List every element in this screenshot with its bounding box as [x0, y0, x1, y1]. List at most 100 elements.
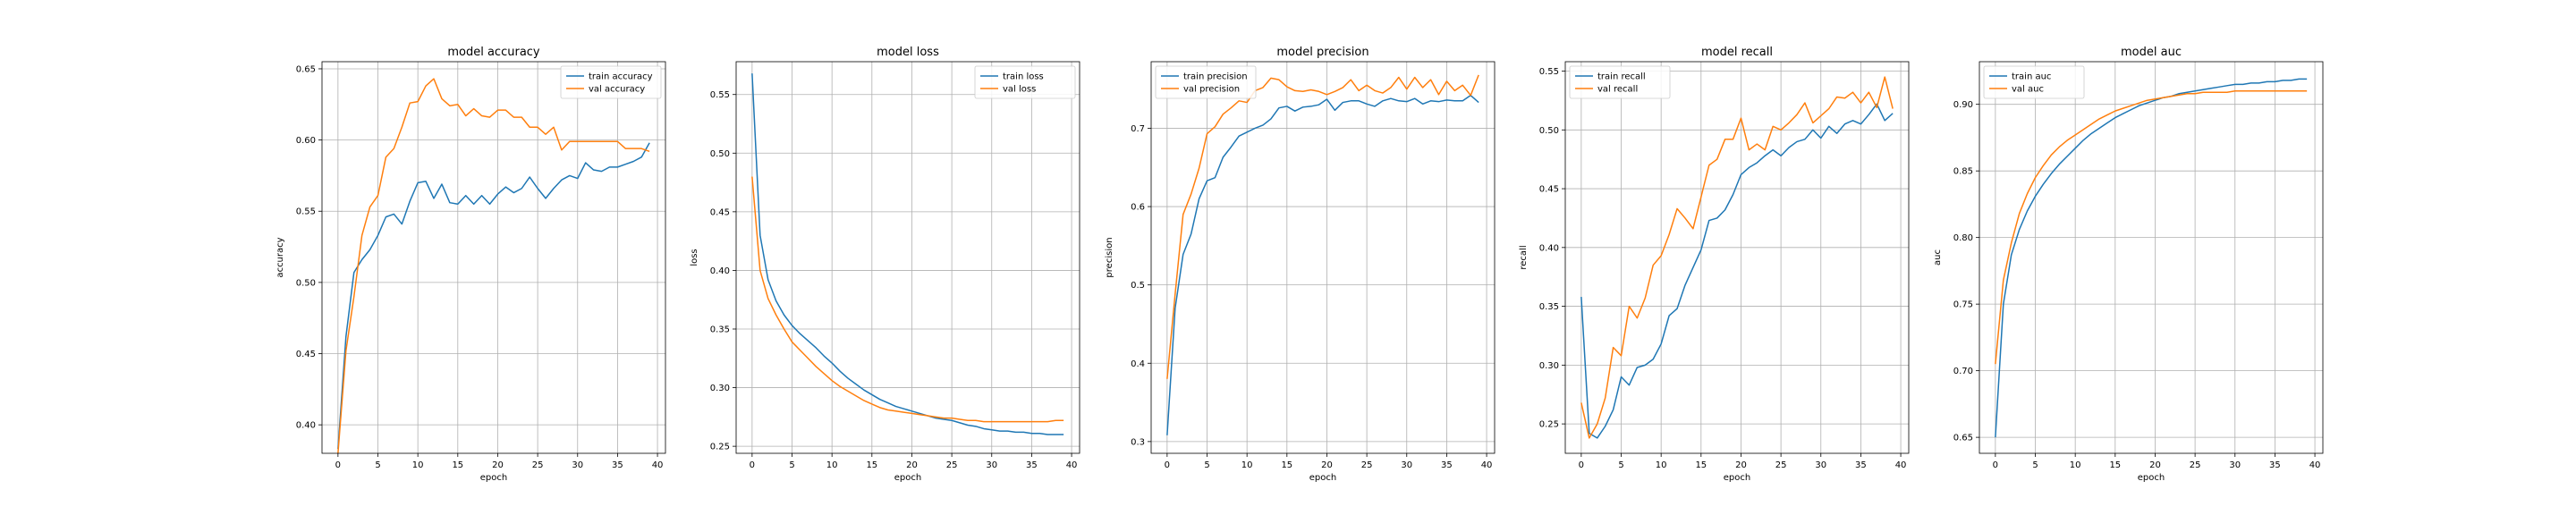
x-tick-label: 40 [652, 460, 664, 470]
x-tick-label: 15 [1281, 460, 1292, 470]
x-tick-label: 15 [866, 460, 877, 470]
series-line [1166, 94, 1479, 435]
x-axis-label: epoch [480, 473, 507, 483]
legend-label: train precision [1183, 72, 1248, 82]
x-tick-label: 20 [906, 460, 918, 470]
x-tick-label: 30 [2229, 460, 2241, 470]
y-tick-label: 0.25 [1539, 420, 1559, 430]
chart-title: model recall [1701, 46, 1773, 59]
x-tick-label: 5 [789, 460, 794, 470]
x-tick-label: 10 [412, 460, 424, 470]
y-tick-label: 0.30 [1539, 361, 1559, 371]
x-tick-label: 30 [986, 460, 997, 470]
legend-box [1569, 65, 1671, 99]
legend: train precision val precision [1155, 65, 1257, 99]
y-tick-label: 0.4 [1131, 359, 1145, 369]
x-tick-label: 10 [1241, 460, 1253, 470]
y-tick-label: 0.80 [1953, 233, 1973, 243]
x-tick-label: 10 [1656, 460, 1667, 470]
y-axis-label: precision [1105, 237, 1114, 277]
x-tick-label: 0 [1579, 460, 1584, 470]
series-line [1166, 74, 1479, 379]
plot-area [322, 62, 665, 453]
legend-label: val auc [2012, 85, 2044, 95]
x-tick-label: 25 [532, 460, 544, 470]
x-tick-label: 20 [1735, 460, 1747, 470]
y-axis-label: recall [1519, 245, 1529, 269]
y-tick-label: 0.7 [1131, 124, 1145, 134]
y-axis-label: accuracy [275, 237, 285, 277]
y-tick-label: 0.45 [1539, 185, 1559, 195]
y-tick-label: 0.50 [710, 149, 730, 159]
plot-area [1979, 62, 2323, 453]
legend-label: val recall [1597, 85, 1638, 95]
y-tick-label: 0.55 [296, 207, 316, 217]
y-tick-label: 0.70 [1953, 367, 1973, 376]
x-tick-label: 5 [375, 460, 380, 470]
y-tick-label: 0.55 [710, 90, 730, 100]
x-tick-label: 35 [1026, 460, 1038, 470]
y-tick-label: 0.3 [1131, 437, 1145, 447]
x-tick-label: 40 [1895, 460, 1907, 470]
chart-title: model accuracy [447, 46, 540, 59]
legend-box [1983, 65, 2085, 99]
x-axis-label: epoch [2138, 473, 2165, 483]
x-tick-label: 20 [1321, 460, 1333, 470]
x-tick-label: 20 [2149, 460, 2161, 470]
legend-label: train auc [2012, 72, 2051, 82]
x-tick-label: 25 [946, 460, 958, 470]
series-line [1580, 76, 1894, 439]
y-axis-label: auc [1933, 249, 1943, 266]
x-tick-label: 0 [1993, 460, 1998, 470]
y-tick-label: 0.30 [710, 384, 730, 393]
y-tick-label: 0.65 [296, 64, 316, 74]
y-tick-label: 0.40 [710, 266, 730, 276]
x-tick-label: 10 [826, 460, 838, 470]
y-tick-label: 0.50 [1539, 126, 1559, 136]
chart-panel: 0 5 10 15 20 25 30 35 40 0.25 0.30 0.35 0.40 0.45 0.50… [690, 46, 1080, 483]
legend: train auc val auc [1983, 65, 2085, 99]
x-tick-label: 25 [2190, 460, 2201, 470]
plot-frame [735, 61, 1080, 454]
legend-label: train accuracy [589, 72, 653, 82]
x-tick-label: 0 [1165, 460, 1170, 470]
x-tick-label: 0 [335, 460, 341, 470]
y-tick-label: 0.90 [1953, 100, 1973, 110]
y-tick-label: 0.6 [1131, 203, 1145, 213]
y-tick-label: 0.60 [296, 136, 316, 146]
series-line [1580, 103, 1894, 439]
x-axis-label: epoch [1724, 473, 1750, 483]
y-tick-label: 0.45 [710, 207, 730, 217]
legend-box [974, 65, 1076, 99]
series-line [1995, 90, 2308, 365]
x-tick-label: 35 [1855, 460, 1867, 470]
y-tick-label: 0.45 [296, 350, 316, 359]
legend: train recall val recall [1569, 65, 1671, 99]
legend-label: val accuracy [589, 85, 645, 95]
legend: train accuracy val accuracy [560, 65, 662, 99]
x-tick-label: 5 [1204, 460, 1209, 470]
legend-label: train recall [1597, 72, 1646, 82]
chart-panel: 0 5 10 15 20 25 30 35 40 0.25 0.30 0.35 0.40 0.45 0.50… [1519, 46, 1910, 483]
plot-area [736, 62, 1080, 453]
x-tick-label: 15 [2109, 460, 2121, 470]
x-tick-label: 40 [1481, 460, 1493, 470]
x-tick-label: 0 [750, 460, 755, 470]
x-tick-label: 10 [2070, 460, 2081, 470]
legend-box [1155, 65, 1257, 99]
chart-title: model precision [1276, 46, 1368, 59]
plot-frame [1564, 61, 1910, 454]
y-tick-label: 0.25 [710, 443, 730, 452]
chart-title: model auc [2121, 46, 2182, 59]
x-tick-label: 35 [1441, 460, 1453, 470]
y-tick-label: 0.85 [1953, 167, 1973, 177]
legend-label: val precision [1183, 85, 1240, 95]
series-line [337, 78, 650, 454]
x-tick-label: 30 [1401, 460, 1412, 470]
y-tick-label: 0.40 [296, 421, 316, 431]
x-tick-label: 15 [452, 460, 463, 470]
y-axis-label: loss [690, 249, 699, 266]
x-tick-label: 25 [1361, 460, 1373, 470]
y-tick-label: 0.40 [1539, 243, 1559, 253]
